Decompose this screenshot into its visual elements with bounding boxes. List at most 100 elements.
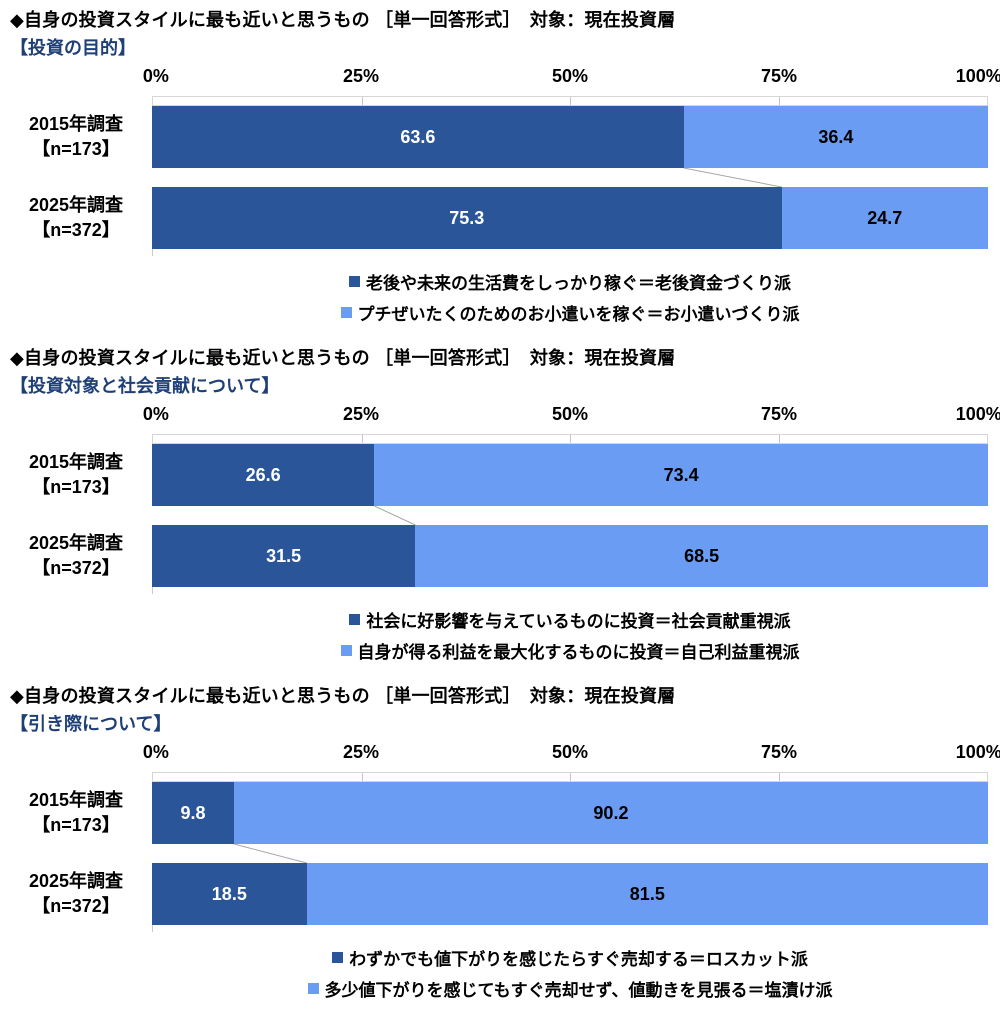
- x-axis-tick-label: 100%: [955, 404, 1000, 424]
- legend-swatch-light-icon: [307, 983, 319, 994]
- axis-tick-mark: [361, 97, 363, 105]
- bar-row-2025: 2025年調査 【n=372】 31.5 68.5: [0, 525, 1000, 587]
- series-connector-line: [152, 168, 988, 187]
- x-axis-tick-label: 0%: [142, 404, 169, 424]
- axis-bottom-strip: [152, 587, 988, 594]
- bar-segment-dark: 18.5: [152, 863, 307, 925]
- x-axis-tick-label: 50%: [551, 66, 589, 86]
- axis-strip: [152, 96, 988, 106]
- chart-block-social-contribution: ◆自身の投資スタイルに最も近いと思うもの ［単一回答形式］ 対象：現在投資層 【…: [0, 338, 1000, 666]
- bar-segment-dark: 75.3: [152, 187, 782, 249]
- legend-label: プチぜいたくのためのお小遣いを稼ぐ＝お小遣いづくり派: [357, 305, 800, 324]
- legend: わずかでも値下がりを感じたらすぐ売却する＝ロスカット派 多少値下がりを感じてもす…: [152, 942, 988, 1004]
- axis-strip: [152, 772, 988, 782]
- axis-tick-mark: [570, 435, 571, 443]
- legend: 社会に好影響を与えているものに投資＝社会貢献重視派 自身が得る利益を最大化するも…: [152, 604, 988, 666]
- axis-tick-mark: [778, 773, 780, 781]
- x-axis-labels: 0% 25% 50% 75% 100%: [143, 64, 1000, 90]
- bar-value-label: 36.4: [818, 126, 854, 147]
- legend-item: 老後や未来の生活費をしっかり稼ぐ＝老後資金づくり派: [152, 266, 988, 297]
- bar-value-label: 73.4: [663, 464, 699, 485]
- bar-value-label: 81.5: [629, 883, 665, 904]
- series-connector-gap: [0, 844, 1000, 863]
- bar-value-label: 90.2: [593, 802, 629, 823]
- x-axis-tick-label: 0%: [142, 742, 169, 762]
- bar-value-label: 24.7: [867, 207, 903, 228]
- legend-item: 社会に好影響を与えているものに投資＝社会貢献重視派: [152, 604, 988, 635]
- x-axis-tick-label: 75%: [760, 404, 798, 424]
- bar-segment-light: 36.4: [683, 106, 988, 168]
- chart-title: ◆自身の投資スタイルに最も近いと思うもの ［単一回答形式］ 対象：現在投資層: [10, 348, 676, 368]
- legend-label: わずかでも値下がりを感じたらすぐ売却する＝ロスカット派: [349, 950, 808, 969]
- x-axis-labels: 0% 25% 50% 75% 100%: [143, 402, 1000, 428]
- legend-item: 多少値下がりを感じてもすぐ売却せず、値動きを見張る＝塩漬け派: [152, 973, 988, 1004]
- legend-label: 老後や未来の生活費をしっかり稼ぐ＝老後資金づくり派: [366, 274, 791, 293]
- bar-value-label: 68.5: [684, 545, 720, 566]
- legend-swatch-light-icon: [340, 307, 352, 318]
- legend-swatch-dark-icon: [349, 614, 361, 625]
- bar-segment-dark: 26.6: [152, 444, 375, 506]
- legend-label: 社会に好影響を与えているものに投資＝社会貢献重視派: [366, 612, 791, 631]
- legend-swatch-light-icon: [340, 645, 352, 656]
- axis-tick-mark: [570, 773, 571, 781]
- row-label: 2015年調査 【n=173】: [28, 114, 124, 159]
- x-axis-tick-label: 0%: [142, 66, 169, 86]
- chart-subtitle: 【投資の目的】: [10, 38, 136, 58]
- legend-label: 多少値下がりを感じてもすぐ売却せず、値動きを見張る＝塩漬け派: [324, 981, 833, 1000]
- bar-row-2015: 2015年調査 【n=173】 63.6 36.4: [0, 106, 1000, 168]
- bar-value-label: 9.8: [180, 802, 206, 823]
- x-axis-tick-label: 50%: [551, 742, 589, 762]
- row-label: 2025年調査 【n=372】: [28, 533, 124, 578]
- bar-row-2015: 2015年調査 【n=173】 9.8 90.2: [0, 782, 1000, 844]
- stacked-bar: 63.6 36.4: [152, 106, 988, 168]
- bar-row-2025: 2025年調査 【n=372】 18.5 81.5: [0, 863, 1000, 925]
- legend-swatch-dark-icon: [349, 276, 360, 287]
- legend: 老後や未来の生活費をしっかり稼ぐ＝老後資金づくり派 プチぜいたくのためのお小遣い…: [152, 266, 988, 328]
- bar-segment-light: 81.5: [306, 863, 988, 925]
- chart-subtitle: 【投資対象と社会貢献について】: [10, 376, 280, 396]
- bar-value-label: 63.6: [400, 126, 436, 147]
- bar-segment-light: 73.4: [374, 444, 988, 506]
- legend-item: プチぜいたくのためのお小遣いを稼ぐ＝お小遣いづくり派: [152, 297, 988, 328]
- bar-segment-light: 68.5: [415, 525, 988, 587]
- x-axis-labels: 0% 25% 50% 75% 100%: [143, 740, 1000, 766]
- axis-tick-mark: [361, 435, 363, 443]
- axis-bottom-strip: [152, 925, 988, 932]
- legend-label: 自身が得る利益を最大化するものに投資＝自己利益重視派: [357, 643, 800, 662]
- bar-segment-dark: 9.8: [152, 782, 234, 844]
- stacked-bar: 31.5 68.5: [152, 525, 988, 587]
- row-label: 2025年調査 【n=372】: [28, 871, 124, 916]
- x-axis-tick-label: 75%: [760, 742, 798, 762]
- x-axis-tick-label: 75%: [760, 66, 798, 86]
- series-connector-gap: [0, 506, 1000, 525]
- axis-tick-mark: [361, 773, 363, 781]
- stacked-bar: 18.5 81.5: [152, 863, 988, 925]
- axis-tick-mark: [570, 97, 571, 105]
- row-label: 2025年調査 【n=372】: [28, 195, 124, 240]
- bar-value-label: 75.3: [449, 207, 485, 228]
- legend-swatch-dark-icon: [332, 952, 344, 963]
- axis-bottom-strip: [152, 249, 988, 256]
- x-axis-tick-label: 25%: [342, 404, 380, 424]
- chart-block-exit-timing: ◆自身の投資スタイルに最も近いと思うもの ［単一回答形式］ 対象：現在投資層 【…: [0, 676, 1000, 1004]
- bar-segment-dark: 31.5: [152, 525, 416, 587]
- legend-item: 自身が得る利益を最大化するものに投資＝自己利益重視派: [152, 635, 988, 666]
- x-axis-tick-label: 25%: [342, 66, 380, 86]
- row-label: 2015年調査 【n=173】: [28, 452, 124, 497]
- bar-segment-dark: 63.6: [152, 106, 684, 168]
- axis-tick-mark: [778, 97, 780, 105]
- stacked-bar: 75.3 24.7: [152, 187, 988, 249]
- axis-tick-mark: [778, 435, 780, 443]
- bar-row-2015: 2015年調査 【n=173】 26.6 73.4: [0, 444, 1000, 506]
- chart-title: ◆自身の投資スタイルに最も近いと思うもの ［単一回答形式］ 対象：現在投資層: [10, 686, 676, 706]
- bar-value-label: 26.6: [245, 464, 281, 485]
- stacked-bar: 9.8 90.2: [152, 782, 988, 844]
- bar-value-label: 31.5: [266, 545, 302, 566]
- bar-segment-light: 90.2: [233, 782, 988, 844]
- stacked-bar: 26.6 73.4: [152, 444, 988, 506]
- bar-row-2025: 2025年調査 【n=372】 75.3 24.7: [0, 187, 1000, 249]
- chart-block-investment-purpose: ◆自身の投資スタイルに最も近いと思うもの ［単一回答形式］ 対象：現在投資層 【…: [0, 0, 1000, 328]
- series-connector-line: [152, 844, 988, 863]
- series-connector-gap: [0, 168, 1000, 187]
- bar-value-label: 18.5: [211, 883, 247, 904]
